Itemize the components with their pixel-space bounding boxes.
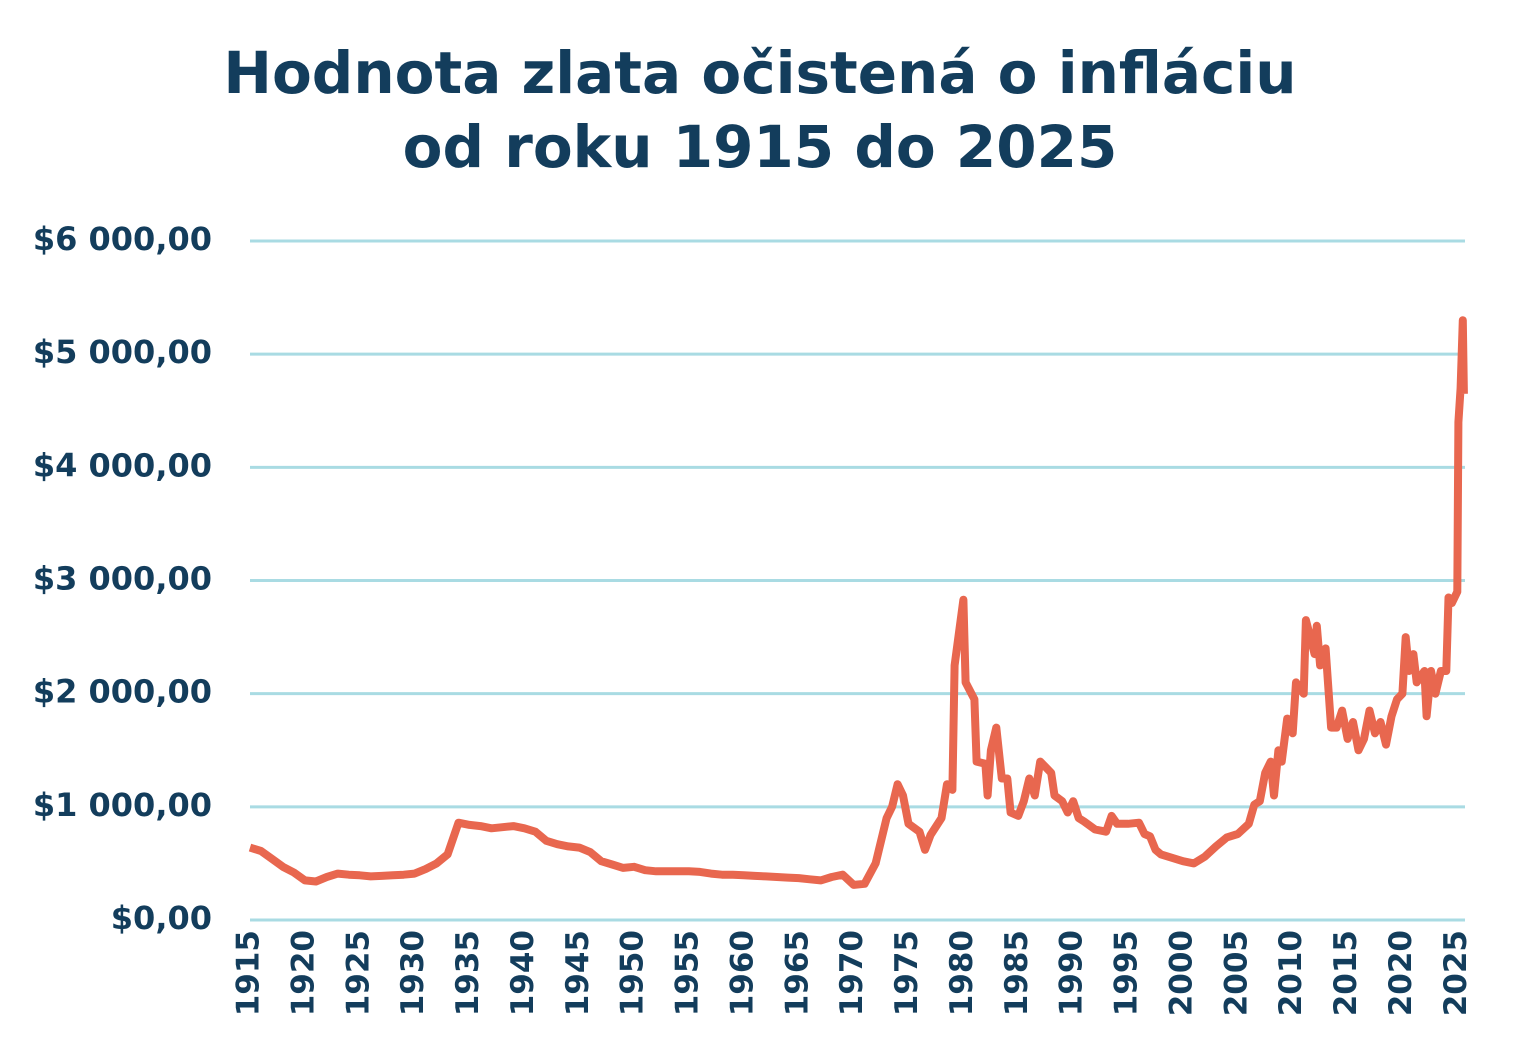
x-tick-label: 2010 [1273,930,1309,1016]
y-tick-label: $1 000,00 [33,786,212,824]
x-tick-label: 2020 [1383,930,1419,1016]
x-tick-label: 1975 [889,930,925,1016]
x-tick-label: 2000 [1163,930,1199,1016]
y-tick-label: $2 000,00 [33,673,212,711]
chart-subtitle: od roku 1915 do 2025 [403,113,1118,181]
chart-title: Hodnota zlata očistená o infláciu [223,39,1296,107]
x-tick-label: 2015 [1328,930,1364,1016]
x-tick-label: 1970 [834,930,870,1016]
x-tick-label: 1930 [395,930,431,1016]
x-tick-label: 1960 [724,930,760,1016]
x-tick-label: 1955 [670,930,706,1016]
y-tick-label: $4 000,00 [33,446,212,484]
x-tick-label: 1950 [615,930,651,1016]
x-tick-label: 1920 [285,930,321,1016]
x-tick-label: 1915 [231,930,267,1016]
x-tick-label: 1935 [450,930,486,1016]
y-tick-label: $6 000,00 [33,220,212,258]
x-tick-label: 2005 [1218,930,1254,1016]
x-tick-label: 2025 [1438,930,1474,1016]
x-tick-label: 1940 [505,930,541,1016]
x-tick-label: 1925 [340,930,376,1016]
line [248,316,1468,889]
x-tick-label: 1995 [1109,930,1145,1016]
x-tick-label: 1980 [944,930,980,1016]
x-tick-label: 1965 [779,930,815,1016]
x-tick-label: 1990 [1054,930,1090,1016]
x-tick-label: 1945 [560,930,596,1016]
x-tick-label: 1985 [999,930,1035,1016]
y-tick-label: $3 000,00 [33,560,212,598]
y-tick-label: $5 000,00 [33,333,212,371]
y-tick-label: $0,00 [111,899,212,937]
